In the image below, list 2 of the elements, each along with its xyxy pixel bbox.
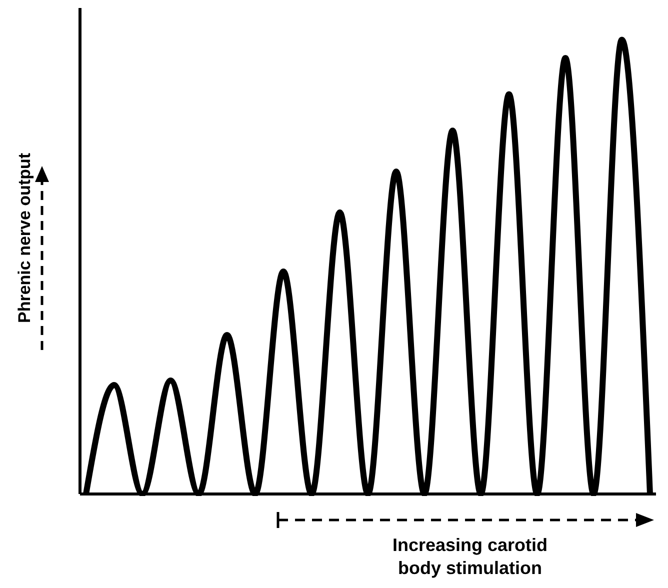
x-axis-title: Increasing carotid body stimulation [392, 535, 548, 578]
y-axis-title: Phrenic nerve output [15, 152, 34, 324]
